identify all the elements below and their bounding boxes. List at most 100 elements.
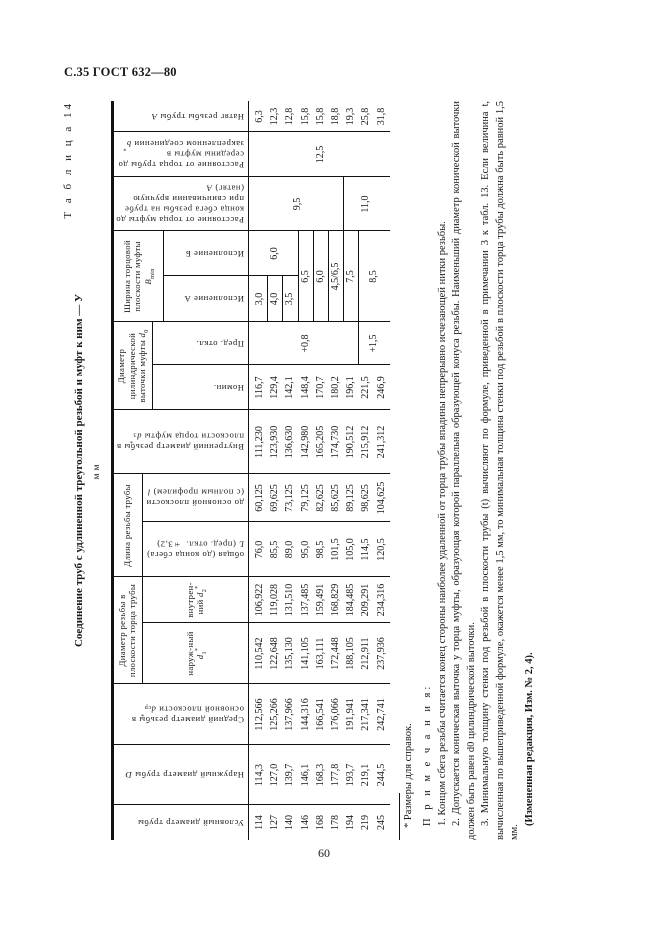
table-cell-d0: 129,4 <box>269 376 281 399</box>
table-rule <box>267 276 269 322</box>
table-cell-dn: 194 <box>345 815 357 830</box>
header-length-base: до основной плоскости (с полным профилем… <box>146 488 244 509</box>
table-cell-dcp: 166,541 <box>314 698 326 731</box>
table-cell-d3: 174,730 <box>330 425 341 459</box>
table-cell-A: 15,8 <box>299 107 311 126</box>
table-cell-L: 98,5 <box>314 540 326 559</box>
table-cell-dn: 245 <box>375 815 387 830</box>
table-cell-dn: 146 <box>299 815 311 830</box>
table-cell-dn: 127 <box>269 815 281 830</box>
table-rule <box>112 744 390 745</box>
table-cell-l: 82,625 <box>314 484 326 512</box>
header-bore-tolerance: Пред. откл. <box>195 338 244 349</box>
table-cell-d0: 180,2 <box>330 376 341 399</box>
table-rule <box>112 473 390 474</box>
cell-distance-coupling-2: 11,0 <box>360 195 372 213</box>
table-cell-d2: 137,485 <box>299 583 311 617</box>
header-distance-pipe: Расстояние от торца трубы до середины му… <box>118 139 244 171</box>
table-rule <box>112 321 390 322</box>
table-cell-d1: 212,911 <box>360 637 372 670</box>
table-cell-d2: 119,028 <box>269 583 281 617</box>
amendment-note: (Измененная редакция, Изм. № 2, 4). <box>523 652 535 826</box>
note-1: 1. Концом сбега резьбы считается конец с… <box>436 221 448 826</box>
table-cell-d3: 215,912 <box>360 425 372 459</box>
table-cell-d0: 142,1 <box>284 376 296 399</box>
table-cell-d3: 142,980 <box>299 425 311 459</box>
table-rule <box>112 176 390 177</box>
cell-distance-coupling-1: 9,5 <box>292 197 304 211</box>
table-cell-d3: 190,512 <box>345 425 357 459</box>
table-cell-d3: 136,630 <box>284 425 296 459</box>
table-cell-d0: 246,9 <box>375 376 387 399</box>
header-mean-diameter: Средний диаметр резьбы в основной плоско… <box>131 703 244 725</box>
table-rule <box>358 231 360 365</box>
table-rule <box>152 364 390 365</box>
table-cell-L: 101,5 <box>330 538 341 561</box>
table-rule <box>112 576 390 577</box>
table-cell-A: 18,8 <box>330 107 341 126</box>
page-header: С.35 ГОСТ 632—80 <box>64 65 177 79</box>
table-cell-d0: 196,1 <box>345 376 357 399</box>
table-rule <box>142 622 390 623</box>
cell-version-a-2: 4,0 <box>269 292 281 306</box>
table-cell-l: 60,125 <box>254 484 265 512</box>
table-cell-dcp: 242,741 <box>375 698 387 731</box>
table-cell-dn: 219 <box>360 815 372 830</box>
header-bore-group: Диаметр цилиндрической выточки муфты d0 <box>116 329 150 403</box>
table-top-rule <box>111 101 114 840</box>
page-number: 60 <box>318 846 330 860</box>
table-cell-l: 98,625 <box>360 484 372 512</box>
table-rule <box>312 231 314 322</box>
header-version-a: Исполнение А <box>183 294 244 305</box>
table-rule <box>163 275 298 276</box>
table-rule <box>112 409 390 410</box>
table-cell-A: 31,8 <box>375 107 387 126</box>
table-cell-d0: 170,7 <box>314 376 326 399</box>
header-version-b: Исполнение Б <box>185 248 244 259</box>
table-rule <box>142 474 143 684</box>
note-2: 2. Допускается коническая выточка у торц… <box>451 101 477 840</box>
header-distance-coupling: Расстояние от торца муфты до конца сбега… <box>115 183 244 226</box>
table-cell-d2: 209,291 <box>360 583 372 617</box>
table-cell-dn: 140 <box>284 815 296 830</box>
table-rule <box>112 230 390 231</box>
header-coupling-inner-diameter: Внутренний диаметр резьбы в плоскости то… <box>116 431 244 453</box>
table-cell-d1: 122,648 <box>269 637 281 670</box>
table-cell-d1: 135,130 <box>284 637 296 670</box>
table-rule <box>112 804 390 805</box>
table-cell-D: 177,8 <box>330 763 341 787</box>
header-makeup: Натяг резьбы трубы A <box>151 111 244 122</box>
table-cell-D: 127,0 <box>269 763 281 787</box>
table-cell-L: 89,0 <box>284 540 296 559</box>
table-cell-l: 73,125 <box>284 484 296 512</box>
cell-version-ab-5: 6,0 <box>314 270 326 283</box>
header-outer-diameter: Наружный диаметр трубы D <box>125 770 244 781</box>
table-cell-A: 25,8 <box>360 107 372 126</box>
table-cell-d3: 241,312 <box>375 425 387 459</box>
table-cell-d1: 172,448 <box>330 637 341 670</box>
table-title: Соединение труб с удлиненной треугольной… <box>73 293 85 648</box>
table-cell-dn: 178 <box>330 815 341 830</box>
header-length-total: общая (до конца сбега) L (пред. откл. ±3… <box>146 539 244 561</box>
table-cell-d2: 131,510 <box>284 583 296 617</box>
table-cell-A: 6,3 <box>254 110 265 123</box>
table-cell-l: 89,125 <box>345 484 357 512</box>
table-cell-d1: 163,111 <box>314 637 326 670</box>
table-cell-d0: 116,7 <box>254 376 265 399</box>
cell-version-a-1: 3,0 <box>254 292 266 306</box>
table-cell-D: 146,1 <box>299 763 311 787</box>
table-rule <box>112 131 390 132</box>
rotated-table-block: Т а б л и ц а 14 Соединение труб с удлин… <box>60 101 540 840</box>
table-cell-d1: 237,936 <box>375 637 387 670</box>
table-rule <box>142 521 390 522</box>
cell-version-ab-6: 4,5/6,5 <box>330 262 342 291</box>
table-cell-L: 120,5 <box>375 538 387 561</box>
table-cell-dcp: 137,966 <box>284 698 296 731</box>
table-cell-d2: 168,829 <box>330 583 341 617</box>
header-nominal-diameter: Условный диаметр трубы <box>137 817 244 828</box>
table-cell-D: 219,1 <box>360 763 372 787</box>
table-rule <box>248 101 249 840</box>
table-cell-L: 95,0 <box>299 540 311 559</box>
table-cell-l: 69,625 <box>269 484 281 512</box>
table-cell-A: 19,3 <box>345 107 357 126</box>
